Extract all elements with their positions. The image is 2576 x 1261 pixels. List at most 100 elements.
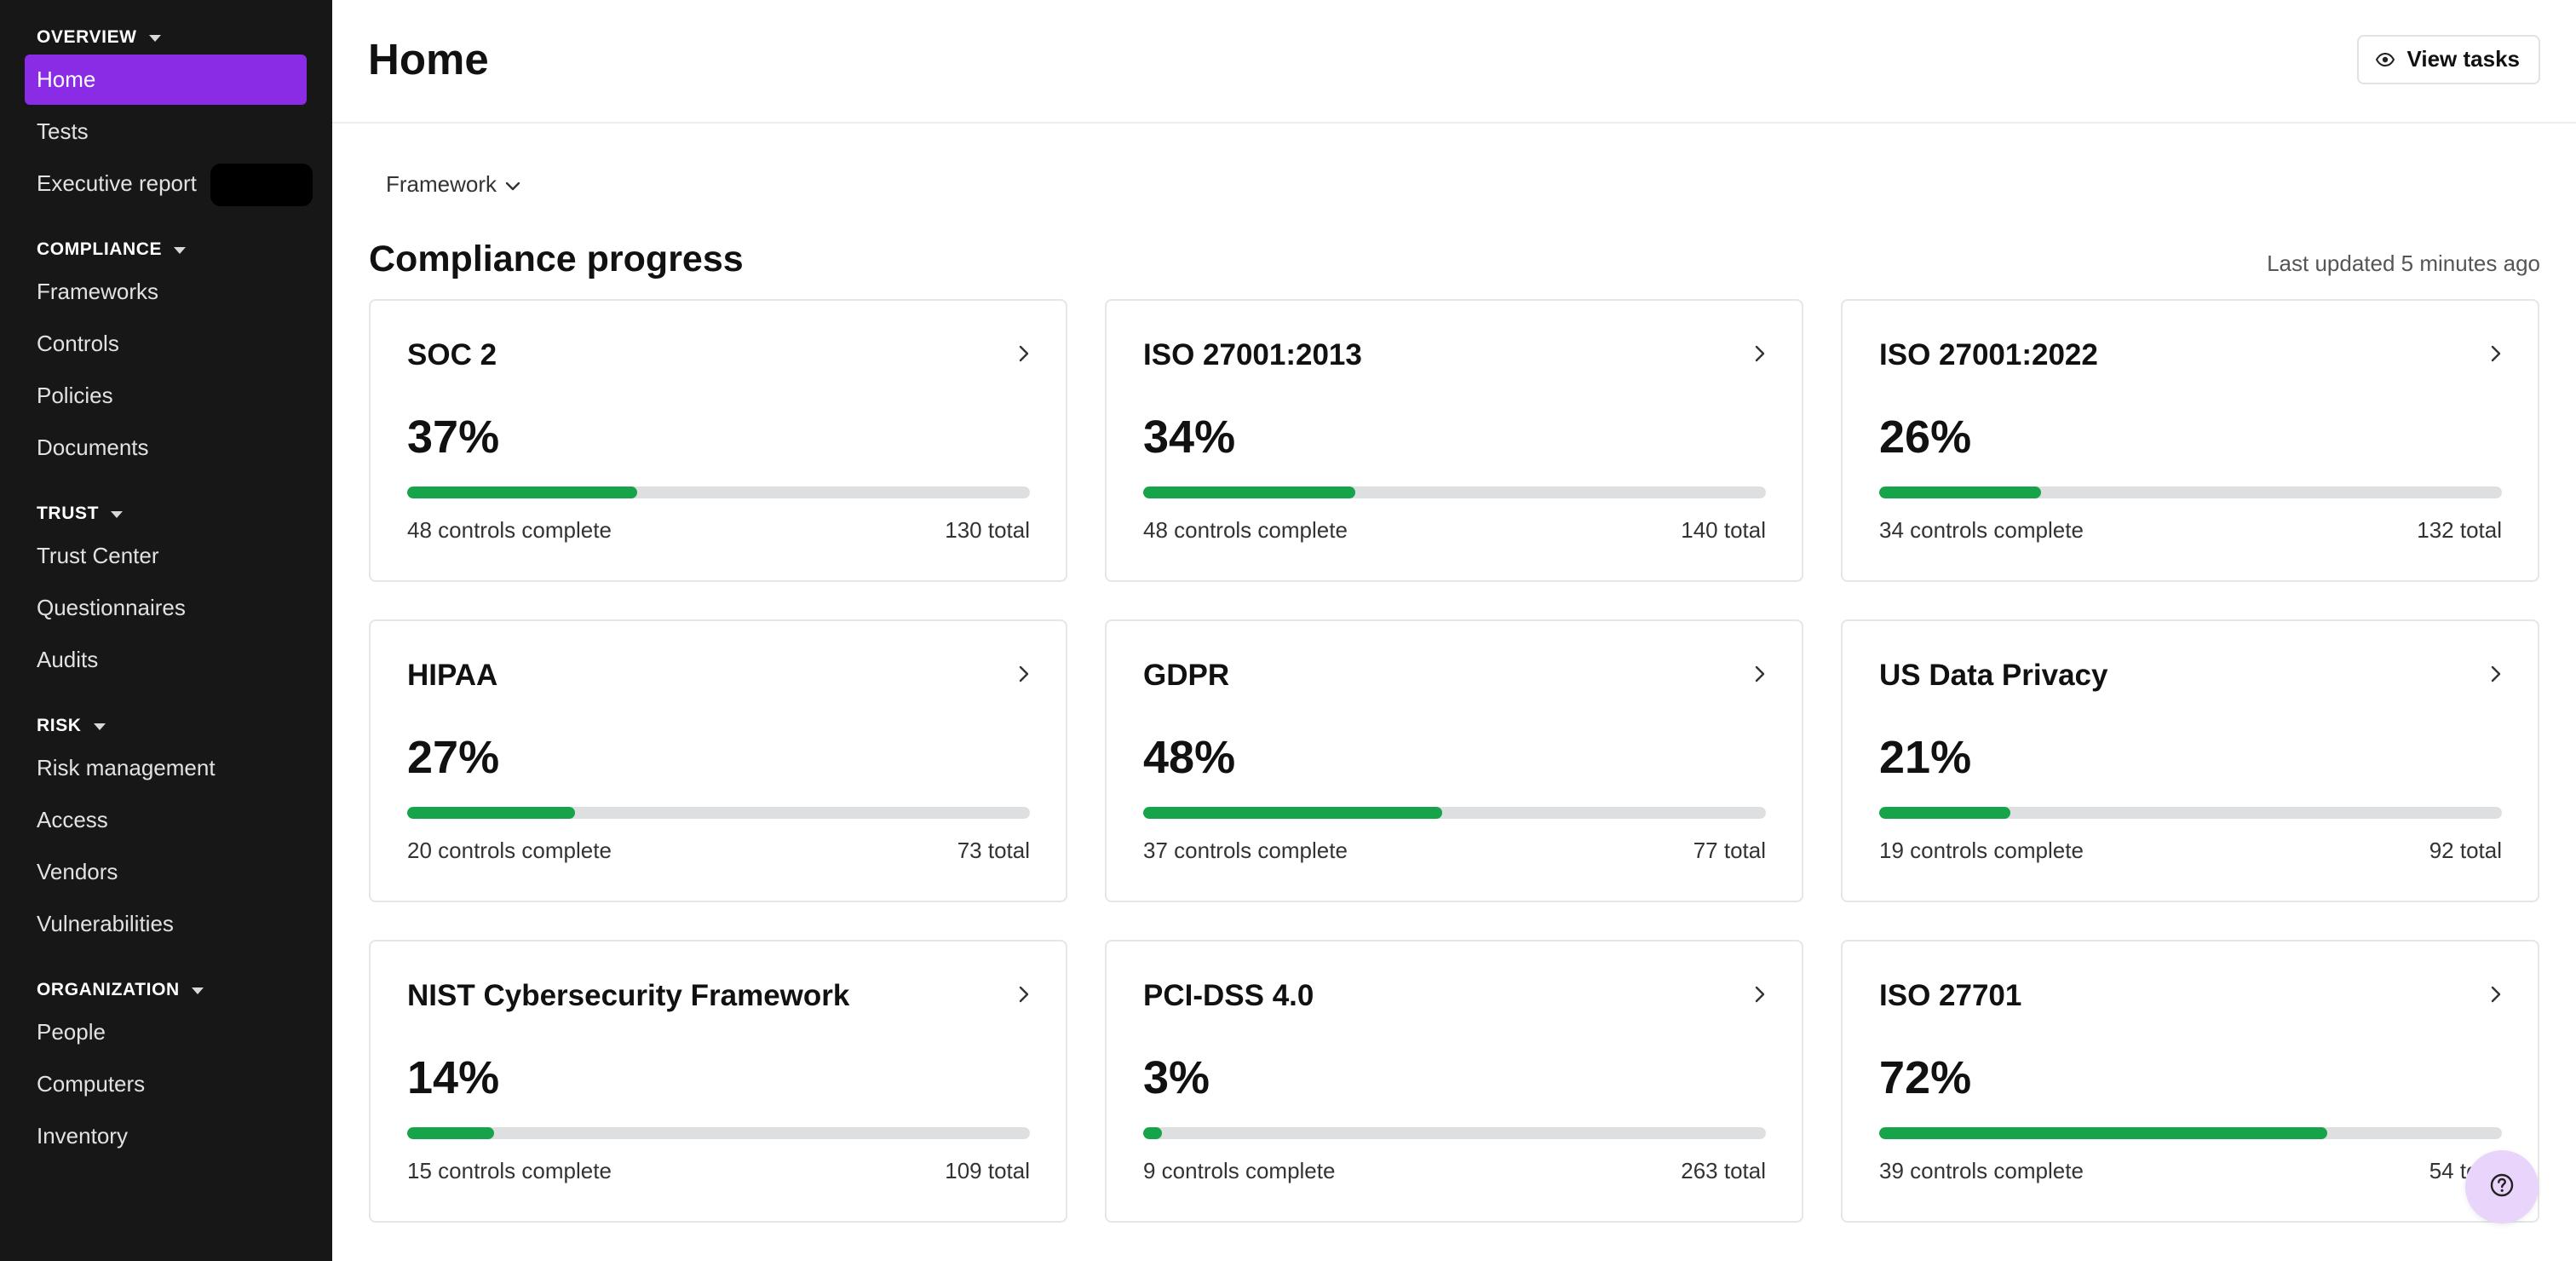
chevron-right-icon [1754,344,1766,367]
card-footer: 48 controls complete 130 total [407,517,1030,544]
framework-percent: 48% [1143,732,1236,783]
card-footer: 34 controls complete 132 total [1879,517,2502,544]
sidebar-item-trust-center[interactable]: Trust Center [25,531,307,581]
chevron-right-icon [1018,344,1030,367]
framework-filter-label: Framework [386,171,497,197]
help-circle-icon [2489,1172,2515,1202]
card-header: US Data Privacy [1879,657,2502,694]
card-header: NIST Cybersecurity Framework [407,977,1030,1015]
sidebar-item-audits[interactable]: Audits [25,635,307,685]
view-tasks-button[interactable]: View tasks [2357,34,2540,84]
sidebar-item-executive-report[interactable]: Executive report [25,158,313,209]
progress-bar-fill [1143,807,1442,819]
framework-percent: 72% [1879,1052,1972,1103]
sidebar-item-documents[interactable]: Documents [25,423,307,473]
compliance-header: Compliance progress Last updated 5 minut… [369,239,2540,280]
framework-card[interactable]: ISO 27701 72% 39 controls complete 54 total [1841,940,2539,1223]
sidebar-item-label: Documents [37,435,149,460]
sidebar-item-label: Tests [37,118,89,144]
framework-card[interactable]: ISO 27001:2013 34% 48 controls complete 140… [1105,299,1803,582]
progress-bar [1879,487,2502,498]
framework-name: US Data Privacy [1879,659,2108,692]
chevron-down-icon [505,171,520,198]
sidebar-item-computers[interactable]: Computers [25,1059,307,1109]
framework-percent: 37% [407,412,500,463]
section-header-overview[interactable]: OVERVIEW [0,22,332,53]
card-footer: 39 controls complete 54 total [1879,1158,2502,1184]
caret-down-icon [191,987,204,994]
progress-bar [1879,1127,2502,1139]
controls-total: 77 total [1693,838,1766,863]
framework-percent: 26% [1879,412,1972,463]
controls-complete: 34 controls complete [1879,517,2084,543]
framework-name: GDPR [1143,659,1230,692]
sidebar-item-label: Home [37,66,96,92]
section-header-trust[interactable]: TRUST [0,498,332,529]
sidebar-item-label: Computers [37,1071,146,1097]
section-header-label: COMPLIANCE [37,239,163,259]
compliance-progress-title: Compliance progress [369,239,744,279]
nav-section-overview: OVERVIEW Home Tests Executive report [0,22,332,209]
framework-card[interactable]: SOC 2 37% 48 controls complete 130 total [369,299,1067,582]
sidebar-nav: OVERVIEW Home Tests Executive report COMPLIA… [0,22,332,1161]
framework-card[interactable]: US Data Privacy 21% 19 controls complete 92… [1841,619,2539,902]
framework-card[interactable]: NIST Cybersecurity Framework 14% 15 contro… [369,940,1067,1223]
eye-icon [2376,46,2395,72]
framework-percent: 21% [1879,732,1972,783]
sidebar-item-controls[interactable]: Controls [25,319,307,369]
framework-card[interactable]: HIPAA 27% 20 controls complete 73 total [369,619,1067,902]
framework-card[interactable]: ISO 27001:2022 26% 34 controls complete 132… [1841,299,2539,582]
help-button[interactable] [2465,1150,2539,1224]
framework-name: ISO 27001:2013 [1143,338,1362,371]
progress-bar [407,487,1030,498]
framework-percent: 14% [407,1052,500,1103]
progress-bar-fill [1879,487,2042,498]
section-header-organization[interactable]: ORGANIZATION [0,975,332,1005]
progress-bar-fill [1879,1127,2328,1139]
sidebar-item-tests[interactable]: Tests [25,107,307,157]
framework-card[interactable]: GDPR 48% 37 controls complete 77 total [1105,619,1803,902]
controls-total: 263 total [1681,1158,1766,1183]
sidebar-item-label: Executive report [37,170,197,196]
card-header: ISO 27001:2013 [1143,337,1766,374]
sidebar-item-people[interactable]: People [25,1007,307,1057]
controls-complete: 19 controls complete [1879,838,2084,863]
chevron-right-icon [2490,344,2502,367]
nav-section-organization: ORGANIZATION People Computers Inventory [0,975,332,1161]
controls-total: 73 total [957,838,1030,863]
section-header-compliance[interactable]: COMPLIANCE [0,234,332,265]
sidebar-item-label: Vulnerabilities [37,911,174,936]
progress-bar [407,1127,1030,1139]
section-header-label: ORGANIZATION [37,980,180,999]
card-header: GDPR [1143,657,1766,694]
sidebar-item-questionnaires[interactable]: Questionnaires [25,583,307,633]
card-header: ISO 27701 [1879,977,2502,1015]
sidebar-item-inventory[interactable]: Inventory [25,1111,307,1161]
chevron-right-icon [1018,985,1030,1008]
sidebar-item-access[interactable]: Access [25,795,307,845]
card-footer: 15 controls complete 109 total [407,1158,1030,1184]
sidebar-item-label: Frameworks [37,279,159,304]
progress-bar [1879,807,2502,819]
caret-down-icon [111,511,123,518]
controls-complete: 9 controls complete [1143,1158,1336,1183]
framework-card[interactable]: PCI-DSS 4.0 3% 9 controls complete 263 tota… [1105,940,1803,1223]
top-bar: Home View tasks [332,0,2576,124]
sidebar-item-frameworks[interactable]: Frameworks [25,267,307,317]
progress-bar-fill [407,1127,495,1139]
sidebar-item-vendors[interactable]: Vendors [25,847,307,897]
framework-filter[interactable]: Framework [386,171,520,198]
sidebar-item-vulnerabilities[interactable]: Vulnerabilities [25,899,307,949]
controls-complete: 15 controls complete [407,1158,612,1183]
caret-down-icon [148,35,161,42]
sidebar-item-risk-management[interactable]: Risk management [25,743,307,793]
progress-bar-fill [1143,1127,1162,1139]
caret-down-icon [174,247,187,254]
last-updated-text: Last updated 5 minutes ago [2267,250,2540,276]
framework-name: ISO 27701 [1879,979,2022,1012]
section-header-risk[interactable]: RISK [0,711,332,741]
page-title: Home [368,35,489,83]
progress-bar [407,807,1030,819]
sidebar-item-policies[interactable]: Policies [25,371,307,421]
sidebar-item-home[interactable]: Home [25,55,307,105]
